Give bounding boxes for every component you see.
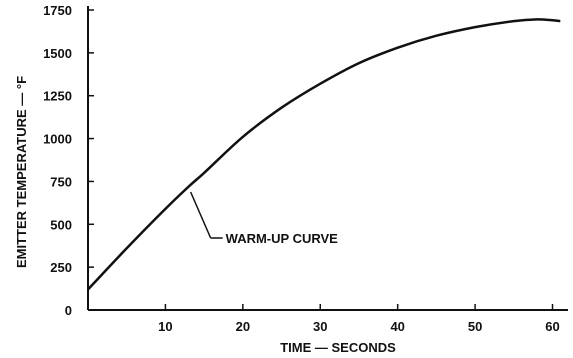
y-tick-label: 1000 <box>43 132 72 147</box>
x-tick-label: 10 <box>158 319 172 334</box>
x-tick-label: 30 <box>313 319 327 334</box>
annotation-leader-line <box>189 191 212 239</box>
y-tick-label: 0 <box>65 303 72 318</box>
x-tick-label: 50 <box>468 319 482 334</box>
y-tick-label: 750 <box>50 174 72 189</box>
y-tick-label: 1750 <box>43 3 72 18</box>
x-axis-ticks: 10 20 30 40 50 60 <box>158 304 560 334</box>
y-tick-label: 1500 <box>43 46 72 61</box>
x-tick-label: 20 <box>236 319 250 334</box>
y-axis-ticks: 0 250 500 750 1000 1250 1500 1750 <box>43 3 94 318</box>
x-tick-label: 40 <box>390 319 404 334</box>
y-tick-label: 1250 <box>43 89 72 104</box>
y-tick-label: 500 <box>50 217 72 232</box>
x-axis-title: TIME — SECONDS <box>280 340 396 355</box>
x-tick-label: 60 <box>545 319 559 334</box>
y-axis-title: EMITTER TEMPERATURE — °F <box>14 76 29 268</box>
annotation-warm-up-curve: WARM-UP CURVE <box>226 231 339 246</box>
warm-up-curve-line <box>87 18 561 291</box>
y-tick-label: 250 <box>50 260 72 275</box>
